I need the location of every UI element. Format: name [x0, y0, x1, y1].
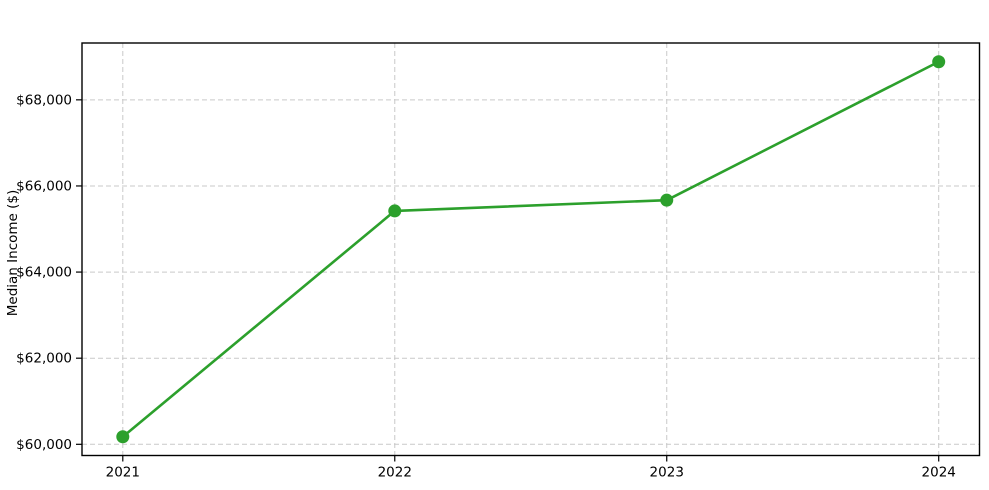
data-point	[388, 204, 402, 218]
x-tick-label: 2021	[106, 465, 140, 481]
data-point	[116, 430, 130, 444]
trend-line	[121, 60, 941, 439]
y-tick-label: $62,000	[16, 351, 72, 367]
y-tick-label: $68,000	[16, 92, 72, 108]
x-tick-label: 2023	[650, 465, 684, 481]
x-tick-label: 2022	[378, 465, 412, 481]
plot-background	[82, 43, 980, 456]
plot-border	[81, 42, 981, 457]
data-point	[932, 55, 946, 69]
y-tick-label: $64,000	[16, 265, 72, 281]
y-tick-label: $60,000	[16, 437, 72, 453]
y-axis-label: Median Income ($)	[5, 190, 21, 316]
y-tick-label: $66,000	[16, 178, 72, 194]
data-point	[660, 193, 674, 207]
x-tick-label: 2024	[922, 465, 956, 481]
